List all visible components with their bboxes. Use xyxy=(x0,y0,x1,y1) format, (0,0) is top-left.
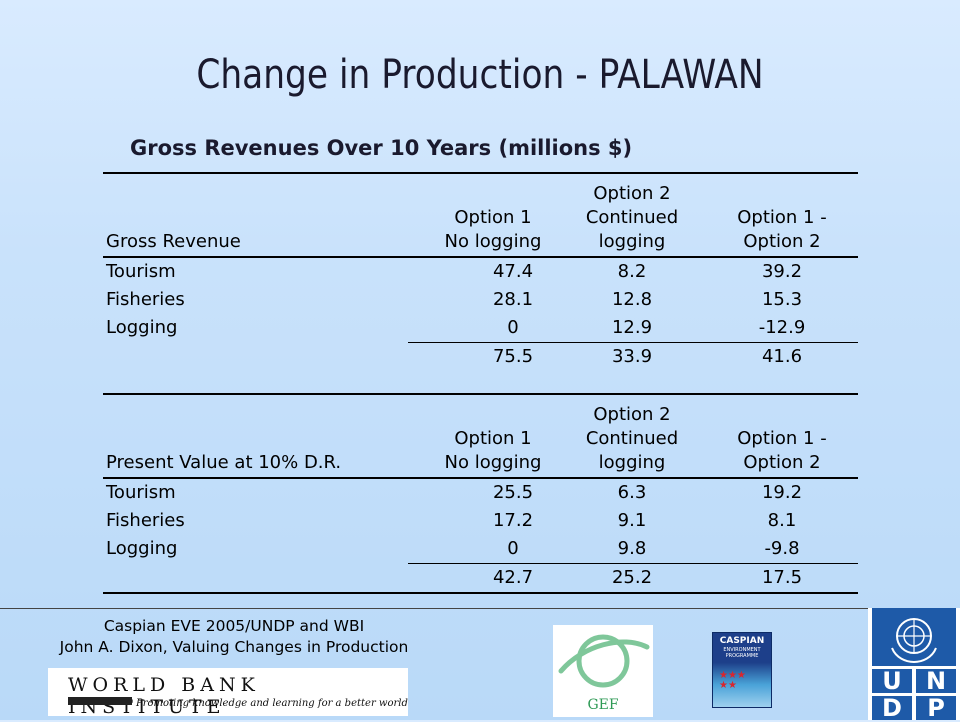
table-row: Tourism 47.4 8.2 39.2 xyxy=(103,257,858,286)
total-cell: 41.6 xyxy=(706,342,858,371)
header-label: Gross Revenue xyxy=(103,172,408,258)
cell: 0 xyxy=(507,538,519,559)
row-label: Tourism xyxy=(106,482,176,503)
row-label: Fisheries xyxy=(106,289,185,310)
cell: 9.1 xyxy=(617,510,647,531)
un-emblem-icon xyxy=(872,608,956,666)
total-row: 75.5 33.9 41.6 xyxy=(103,342,858,372)
row-label: Tourism xyxy=(106,261,176,282)
cell: 12.9 xyxy=(611,317,653,338)
table-row: Logging 0 12.9 -12.9 xyxy=(103,314,858,343)
table-row: Logging 0 9.8 -9.8 xyxy=(103,535,858,564)
cell: 28.1 xyxy=(492,289,534,310)
cell: -12.9 xyxy=(758,317,806,338)
header-option2: Option 2 Continued logging xyxy=(558,172,706,258)
cell: 15.3 xyxy=(761,289,803,310)
footer-credits: Caspian EVE 2005/UNDP and WBI John A. Di… xyxy=(0,616,468,658)
cell: 39.2 xyxy=(761,261,803,282)
cell: 8.1 xyxy=(767,510,797,531)
stars-icon: ★★★ ★★ xyxy=(719,670,746,691)
cell: 47.4 xyxy=(492,261,534,282)
undp-logo: U N D P xyxy=(868,608,960,720)
wbi-name: WORLD BANK INSTITUTE xyxy=(68,674,260,718)
total-cell: 75.5 xyxy=(408,342,558,371)
slide-subtitle: Gross Revenues Over 10 Years (millions $… xyxy=(130,136,633,160)
footer-divider xyxy=(0,608,960,609)
total-cell: 33.9 xyxy=(558,342,706,371)
header-label: Present Value at 10% D.R. xyxy=(103,393,408,479)
total-cell: 25.2 xyxy=(558,563,706,594)
header-option1: Option 1 No logging xyxy=(408,172,558,258)
table-header-row: Gross Revenue Option 1 No logging Option … xyxy=(103,172,858,258)
undp-letter-d: D xyxy=(872,696,912,720)
total-label xyxy=(103,343,408,372)
footer-line-2: John A. Dixon, Valuing Changes in Produc… xyxy=(59,638,409,656)
slide-title: Change in Production - PALAWAN xyxy=(196,52,764,98)
cell: 0 xyxy=(507,317,519,338)
present-value-table: Present Value at 10% D.R. Option 1 No log… xyxy=(103,393,858,594)
total-cell: 17.5 xyxy=(706,563,858,594)
cell: 9.8 xyxy=(617,538,647,559)
header-option1: Option 1 No logging xyxy=(408,393,558,479)
cell: 6.3 xyxy=(617,482,647,503)
table-row: Fisheries 17.2 9.1 8.1 xyxy=(103,507,858,535)
caspian-environment-programme-logo: CASPIAN ENVIRONMENT PROGRAMME ★★★ ★★ xyxy=(712,632,772,708)
table-header-row: Present Value at 10% D.R. Option 1 No log… xyxy=(103,393,858,479)
undp-letter-p: P xyxy=(916,696,956,720)
wbi-bar xyxy=(68,697,132,705)
undp-letter-n: N xyxy=(916,669,956,693)
table-row: Tourism 25.5 6.3 19.2 xyxy=(103,478,858,507)
header-difference: Option 1 - Option 2 xyxy=(706,393,858,479)
cell: 8.2 xyxy=(617,261,647,282)
header-option2: Option 2 Continued logging xyxy=(558,393,706,479)
undp-letter-u: U xyxy=(872,669,912,693)
cep-subtitle: ENVIRONMENT PROGRAMME xyxy=(723,647,761,659)
gef-label: GEF xyxy=(587,697,619,713)
gef-logo: GEF xyxy=(553,625,653,717)
row-label: Logging xyxy=(106,538,178,560)
footer-line-1: Caspian EVE 2005/UNDP and WBI xyxy=(103,617,365,635)
gef-globe-icon xyxy=(558,634,650,688)
table-row: Fisheries 28.1 12.8 15.3 xyxy=(103,286,858,314)
total-cell: 42.7 xyxy=(408,563,558,594)
row-label: Logging xyxy=(106,317,178,339)
header-difference: Option 1 - Option 2 xyxy=(706,172,858,258)
gross-revenue-table: Gross Revenue Option 1 No logging Option … xyxy=(103,172,858,371)
cell: 19.2 xyxy=(761,482,803,503)
cep-title: CASPIAN xyxy=(719,636,765,646)
cell: 17.2 xyxy=(492,510,534,531)
cell: 12.8 xyxy=(611,289,653,310)
wbi-tagline: Promoting knowledge and learning for a b… xyxy=(136,698,408,709)
world-bank-institute-logo: WORLD BANK INSTITUTE Promoting knowledge… xyxy=(48,668,408,718)
cell: -9.8 xyxy=(764,538,800,559)
total-row: 42.7 25.2 17.5 xyxy=(103,563,858,594)
row-label: Fisheries xyxy=(106,510,185,531)
cell: 25.5 xyxy=(492,482,534,503)
total-label xyxy=(103,563,408,594)
